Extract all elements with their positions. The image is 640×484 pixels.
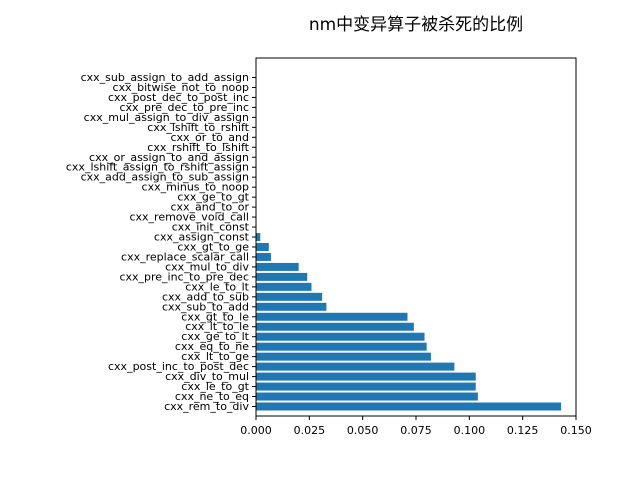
ytick-label: cxx_lt_to_ge xyxy=(181,350,249,363)
bar-cxx_replace_scalar_call xyxy=(256,252,271,261)
ytick-label: cxx_div_to_mul xyxy=(165,370,249,383)
ytick-label: cxx_remove_void_call xyxy=(129,211,249,224)
ytick-label: cxx_gt_to_ge xyxy=(177,240,249,253)
xtick-label: 0.075 xyxy=(400,424,432,437)
ytick-label: cxx_lt_to_le xyxy=(185,320,249,333)
bars-layer xyxy=(256,233,562,411)
ytick-label: cxx_pre_dec_to_pre_inc xyxy=(119,101,249,114)
ytick-label: cxx_add_assign_to_sub_assign xyxy=(81,171,249,184)
x-axis: 0.000 0.025 0.050 0.075 0.100 0.125 0.150 xyxy=(240,416,592,437)
xtick-label: 0.025 xyxy=(294,424,326,437)
chart-title: nm中变异算子被杀死的比例 xyxy=(309,15,523,35)
ytick-label: cxx_init_const xyxy=(172,221,250,234)
bar-cxx_assign_const xyxy=(256,233,261,242)
bar-cxx_lt_to_le xyxy=(256,322,414,331)
bar-cxx_lt_to_ge xyxy=(256,352,431,361)
bar-cxx_post_inc_to_post_dec xyxy=(256,362,455,371)
ytick-label: cxx_post_dec_to_post_inc xyxy=(108,91,249,104)
xtick-label: 0.050 xyxy=(347,424,379,437)
ytick-label: cxx_lshift_assign_to_rshift_assign xyxy=(66,161,249,174)
bar-cxx_div_to_mul xyxy=(256,372,476,381)
ytick-label: cxx_rshift_to_lshift xyxy=(147,141,249,154)
ytick-label: cxx_gt_to_le xyxy=(181,310,249,323)
xtick-label: 0.150 xyxy=(560,424,592,437)
ytick-label: cxx_eq_to_ne xyxy=(175,340,249,353)
xtick-label: 0.100 xyxy=(454,424,486,437)
bar-cxx_le_to_lt xyxy=(256,282,312,291)
ytick-label: cxx_le_to_lt xyxy=(185,280,249,293)
bar-cxx_rem_to_div xyxy=(256,402,562,411)
ytick-label: cxx_or_to_and xyxy=(170,131,249,144)
bar-cxx_le_to_gt xyxy=(256,382,476,391)
ytick-label: cxx_ge_to_lt xyxy=(181,330,249,343)
ytick-label: cxx_sub_assign_to_add_assign xyxy=(81,71,249,84)
ytick-label: cxx_sub_to_add xyxy=(162,300,249,313)
xtick-label: 0.000 xyxy=(240,424,272,437)
ytick-label: cxx_lshift_to_rshift xyxy=(147,121,249,134)
ytick-label: cxx_add_to_sub xyxy=(162,290,249,303)
ytick-label: cxx_replace_scalar_call xyxy=(121,250,249,263)
ytick-label: cxx_rem_to_div xyxy=(164,400,249,413)
ytick-label: cxx_assign_const xyxy=(154,231,250,244)
bar-cxx_ge_to_lt xyxy=(256,332,425,341)
bar-cxx_gt_to_le xyxy=(256,312,408,321)
bar-cxx_mul_to_div xyxy=(256,262,299,271)
y-axis: cxx_rem_to_divcxx_ne_to_eqcxx_le_to_gtcx… xyxy=(66,71,256,413)
ytick-label: cxx_pre_inc_to_pre_dec xyxy=(119,270,249,283)
bar-cxx_ne_to_eq xyxy=(256,392,478,401)
bar-cxx_pre_inc_to_pre_dec xyxy=(256,272,308,281)
ytick-label: cxx_post_inc_to_post_dec xyxy=(108,360,249,373)
ytick-label: cxx_bitwise_not_to_noop xyxy=(113,81,249,94)
bar-cxx_eq_to_ne xyxy=(256,342,427,351)
ytick-label: cxx_le_to_gt xyxy=(181,380,249,393)
plot-frame xyxy=(255,57,577,417)
ytick-label: cxx_and_to_or xyxy=(170,201,249,214)
bar-cxx_add_to_sub xyxy=(256,292,323,301)
bar-cxx_gt_to_ge xyxy=(256,242,269,251)
ytick-label: cxx_ne_to_eq xyxy=(175,390,249,403)
ytick-label: cxx_mul_to_div xyxy=(165,260,249,273)
xtick-label: 0.125 xyxy=(507,424,539,437)
ytick-label: cxx_or_assign_to_and_assign xyxy=(89,151,249,164)
ytick-label: cxx_mul_assign_to_div_assign xyxy=(84,111,249,124)
ytick-label: cxx_minus_to_noop xyxy=(142,181,249,194)
bar-cxx_sub_to_add xyxy=(256,302,327,311)
ytick-label: cxx_ge_to_gt xyxy=(177,191,249,204)
